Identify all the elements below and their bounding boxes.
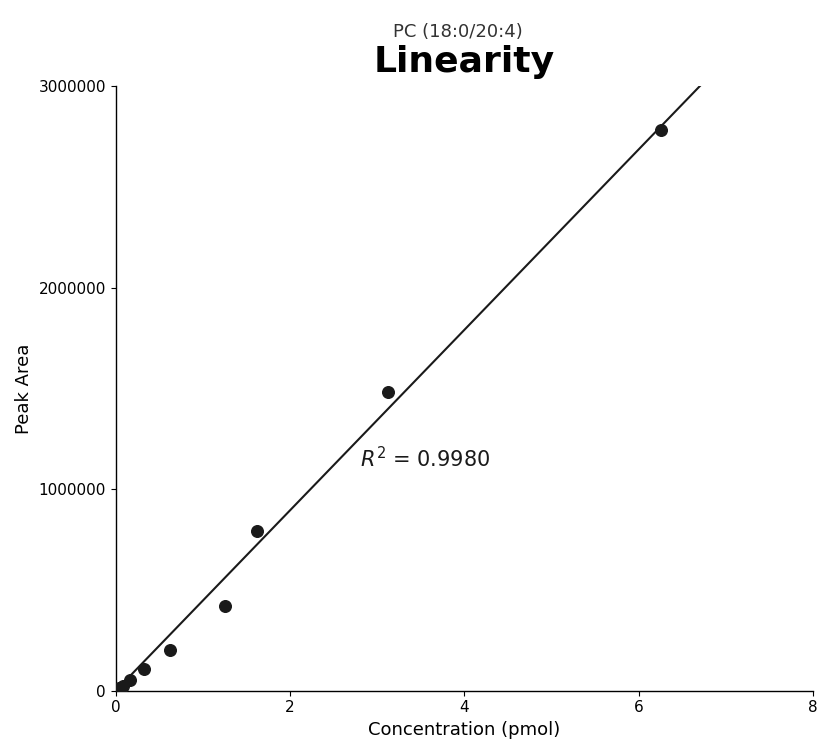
- Point: [163, 645, 177, 657]
- Point: [123, 673, 137, 685]
- Point: [654, 124, 667, 136]
- Point: [218, 600, 232, 612]
- Point: [111, 683, 124, 695]
- Text: PC (18:0/20:4): PC (18:0/20:4): [393, 23, 523, 41]
- Point: [251, 526, 264, 538]
- Point: [112, 682, 126, 694]
- X-axis label: Concentration (pmol): Concentration (pmol): [368, 721, 561, 739]
- Text: $R^2$ = 0.9980: $R^2$ = 0.9980: [360, 446, 490, 471]
- Point: [109, 685, 122, 697]
- Title: Linearity: Linearity: [374, 45, 555, 79]
- Point: [137, 663, 150, 675]
- Point: [382, 386, 395, 398]
- Point: [116, 679, 129, 691]
- Y-axis label: Peak Area: Peak Area: [15, 343, 33, 434]
